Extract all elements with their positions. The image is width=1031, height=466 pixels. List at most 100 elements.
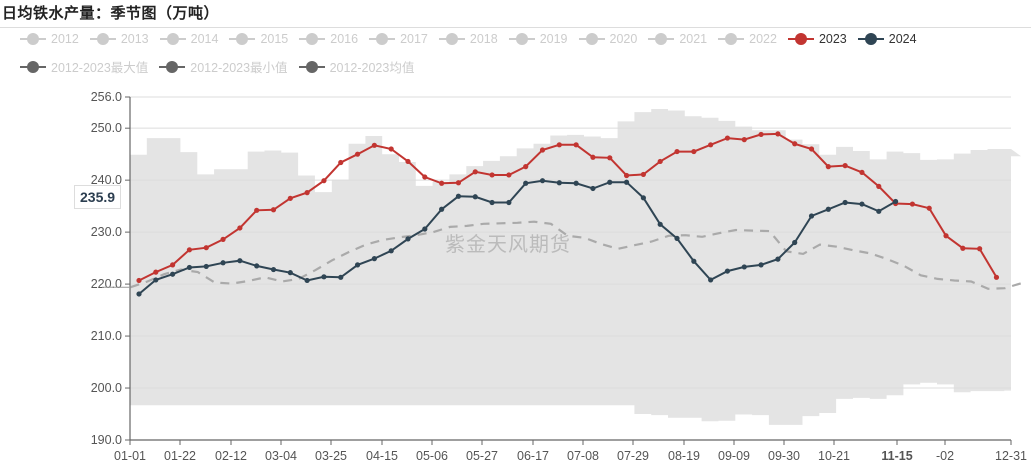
series-2024-point[interactable] [741,264,747,270]
series-2023-point[interactable] [758,131,764,138]
legend-item-2020[interactable]: 2020 [578,32,637,46]
series-2023-point[interactable] [354,151,361,157]
series-2023-point[interactable] [523,164,529,170]
series-2023-point[interactable] [203,245,209,251]
series-2023-point[interactable] [506,172,512,178]
series-2024-point[interactable] [338,274,344,280]
series-2024-point[interactable] [590,185,596,192]
series-2023-point[interactable] [270,207,277,213]
series-2023-point[interactable] [153,269,159,275]
series-2023-point[interactable] [724,135,731,141]
series-2023-point[interactable] [388,146,394,152]
series-2024-point[interactable] [724,268,731,274]
legend-item-2012[interactable]: 2012 [20,32,79,46]
series-2023-point[interactable] [439,180,445,186]
series-2023-point[interactable] [539,147,546,153]
series-2023-point[interactable] [422,174,428,180]
series-2024-point[interactable] [876,208,882,214]
series-2024-point[interactable] [842,199,848,206]
series-2023-point[interactable] [842,163,848,169]
series-2023-point[interactable] [170,262,176,268]
series-2023-point[interactable] [590,154,596,160]
series-2023-point[interactable] [876,183,882,189]
series-2024-point[interactable] [607,179,613,185]
series-2024-point[interactable] [153,277,159,283]
series-2023-point[interactable] [287,195,293,201]
series-2024-point[interactable] [892,198,899,205]
series-2024-point[interactable] [539,178,546,184]
series-2024-point[interactable] [186,264,193,271]
series-2023-point[interactable] [993,274,1000,280]
series-2023-point[interactable] [943,233,949,239]
series-2024-point[interactable] [439,206,445,212]
series-2023-point[interactable] [489,172,495,178]
series-2024-point[interactable] [388,248,394,254]
series-2023-point[interactable] [741,137,747,143]
series-2023-point[interactable] [455,180,462,186]
series-2023-point[interactable] [607,155,613,161]
series-2024-point[interactable] [321,274,327,280]
series-2023-point[interactable] [136,277,142,284]
series-2024-point[interactable] [506,199,512,206]
series-2024-point[interactable] [792,239,798,246]
series-2023-point[interactable] [859,169,865,175]
legend-item-2012-2023最小值[interactable]: 2012-2023最小值 [159,57,288,76]
series-2024-point[interactable] [170,271,176,277]
series-2023-point[interactable] [304,190,310,196]
legend-item-2017[interactable]: 2017 [369,32,428,46]
series-2023-point[interactable] [640,171,646,178]
series-2024-point[interactable] [825,206,831,212]
series-2024-point[interactable] [489,199,495,206]
series-2024-point[interactable] [674,235,680,241]
series-2023-point[interactable] [237,225,243,231]
series-2024-point[interactable] [220,260,226,266]
series-2023-point[interactable] [977,246,983,252]
series-2024-point[interactable] [758,262,764,268]
series-2024-point[interactable] [775,256,781,262]
legend-item-2014[interactable]: 2014 [159,32,218,46]
series-2024-point[interactable] [287,270,293,276]
legend-item-2019[interactable]: 2019 [508,32,568,46]
series-2024-point[interactable] [405,236,411,242]
series-2023-point[interactable] [792,141,798,147]
legend-item-2012-2023均值[interactable]: 2012-2023均值 [298,57,414,76]
legend-item-2015[interactable]: 2015 [229,32,288,46]
series-2023-point[interactable] [472,169,478,175]
series-2023-point[interactable] [960,245,966,251]
series-2024-point[interactable] [657,221,663,227]
legend-item-2023[interactable]: 2023 [787,32,847,46]
series-2024-point[interactable] [304,277,310,284]
series-2024-point[interactable] [623,179,630,185]
series-2023-point[interactable] [338,159,344,166]
legend-item-2024[interactable]: 2024 [857,32,917,46]
series-2023-point[interactable] [775,131,781,137]
series-2024-point[interactable] [808,213,815,219]
series-2024-point[interactable] [708,277,714,283]
series-2023-point[interactable] [573,142,579,148]
legend-item-2018[interactable]: 2018 [438,32,498,46]
series-2023-point[interactable] [926,205,932,211]
series-2023-point[interactable] [657,158,663,165]
series-2023-point[interactable] [405,158,411,165]
series-2024-point[interactable] [422,226,428,232]
series-2024-point[interactable] [859,201,865,207]
series-2024-point[interactable] [270,266,277,273]
legend-item-2013[interactable]: 2013 [89,32,149,46]
series-2023-point[interactable] [186,247,193,253]
series-2024-point[interactable] [472,194,478,200]
series-2024-point[interactable] [203,263,209,270]
series-2023-point[interactable] [321,178,327,184]
series-2023-point[interactable] [909,201,915,207]
series-2024-point[interactable] [455,193,462,199]
series-2023-point[interactable] [371,142,377,148]
series-2024-point[interactable] [354,262,361,268]
series-2023-point[interactable] [623,172,630,179]
series-2023-point[interactable] [708,142,714,148]
series-2023-point[interactable] [674,148,680,155]
series-2024-point[interactable] [237,258,243,264]
series-2023-point[interactable] [691,148,697,155]
legend-item-2021[interactable]: 2021 [648,32,707,46]
series-2024-point[interactable] [136,291,142,297]
series-2023-point[interactable] [825,164,831,170]
series-2023-point[interactable] [808,146,815,152]
